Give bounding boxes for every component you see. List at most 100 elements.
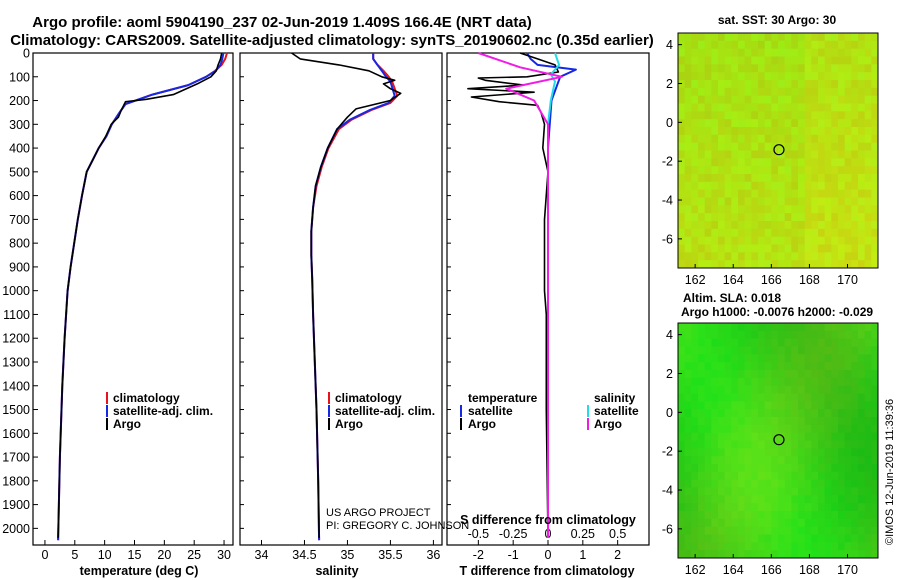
map-cell: [784, 424, 792, 434]
map-cell: [831, 323, 839, 332]
depth-tick-label: 0: [23, 47, 30, 61]
map-cell: [738, 362, 746, 371]
map-cell: [838, 542, 846, 551]
t-difference-tick-label: -2: [473, 548, 484, 562]
map-cell: [684, 221, 692, 230]
map-cell: [738, 228, 746, 238]
map-cell: [711, 370, 719, 379]
map-cell: [818, 95, 826, 104]
map-cell: [738, 80, 746, 89]
map-cell: [711, 56, 719, 65]
series-line-temperature-argo: [467, 52, 560, 538]
map-cell: [778, 228, 786, 238]
map-cell: [751, 189, 759, 198]
map-lon-label: 170: [837, 273, 858, 287]
map-cell: [751, 134, 759, 144]
map-cell: [698, 119, 706, 128]
map-cell: [691, 495, 699, 504]
map-cell: [864, 487, 872, 496]
map-cell: [738, 417, 746, 426]
map-cell: [784, 150, 792, 159]
map-cell: [751, 409, 759, 418]
series-line-salinity-argo: [477, 52, 563, 538]
map-cell: [684, 40, 692, 50]
map-cell: [811, 72, 819, 81]
map-cell: [844, 534, 852, 543]
temperature-x-axis: 0 5 10 15 20 25 30: [41, 540, 231, 562]
map-cell: [864, 158, 872, 167]
map-cell: [784, 550, 792, 559]
map-cell: [724, 150, 732, 159]
map-cell: [818, 205, 826, 214]
map-cell: [844, 150, 852, 159]
map-cell: [818, 393, 826, 402]
map-cell: [791, 487, 799, 496]
map-cell: [724, 471, 732, 481]
map-cell: [784, 338, 792, 347]
map-cell: [718, 40, 726, 50]
map-cell: [798, 377, 806, 387]
map-cell: [704, 72, 712, 81]
map-cell: [798, 40, 806, 50]
map-cell: [738, 244, 746, 253]
map-cell: [771, 377, 779, 387]
map-cell: [711, 354, 719, 363]
map-cell: [871, 518, 879, 528]
map-cell: [838, 479, 846, 488]
map-cell: [804, 370, 812, 379]
map-cell: [691, 80, 699, 89]
map-cell: [838, 72, 846, 81]
map-cell: [838, 197, 846, 206]
map-cell: [864, 260, 872, 269]
map-cell: [724, 346, 732, 355]
difference-legend: temperature satellite Argo salinity sate…: [460, 391, 639, 431]
map-cell: [851, 456, 859, 465]
salinity-tick-label: 34.5: [292, 548, 316, 562]
map-cell: [758, 119, 766, 128]
legend-label-argo: Argo: [335, 417, 363, 431]
map-cell: [724, 111, 732, 120]
map-cell: [844, 72, 852, 81]
map-cell: [778, 33, 786, 42]
map-cell: [824, 487, 832, 496]
map-cell: [778, 464, 786, 473]
map-cell: [711, 479, 719, 488]
map-cell: [824, 432, 832, 441]
temperature-tick-label: 15: [128, 548, 142, 562]
map-cell: [691, 518, 699, 528]
map-cell: [791, 221, 799, 230]
map-cell: [838, 142, 846, 151]
map-cell: [811, 550, 819, 559]
map-cell: [724, 432, 732, 441]
map-cell: [731, 518, 739, 528]
map-cell: [824, 64, 832, 73]
map-cell: [678, 440, 686, 449]
map-cell: [771, 205, 779, 214]
temperature-axis-label: temperature (deg C): [80, 564, 199, 578]
map-cell: [731, 338, 739, 347]
map-cell: [698, 174, 706, 183]
map-cell: [824, 456, 832, 465]
map-lon-label: 164: [723, 273, 744, 287]
map-cell: [691, 87, 699, 97]
map-cell: [764, 244, 772, 253]
map-cell: [711, 503, 719, 512]
map-cell: [818, 346, 826, 355]
map-cell: [684, 511, 692, 520]
map-cell: [804, 401, 812, 410]
map-cell: [764, 417, 772, 426]
map-cell: [871, 495, 879, 504]
map-cell: [764, 213, 772, 222]
map-cell: [744, 64, 752, 73]
map-cell: [731, 542, 739, 551]
map-cell: [871, 370, 879, 379]
map-cell: [844, 33, 852, 42]
map-cell: [724, 205, 732, 214]
map-cell: [838, 134, 846, 144]
map-cell: [851, 362, 859, 371]
map-cell: [718, 542, 726, 551]
map-cell: [791, 174, 799, 183]
map-cell: [738, 542, 746, 551]
map-cell: [811, 354, 819, 363]
map-cell: [784, 189, 792, 198]
